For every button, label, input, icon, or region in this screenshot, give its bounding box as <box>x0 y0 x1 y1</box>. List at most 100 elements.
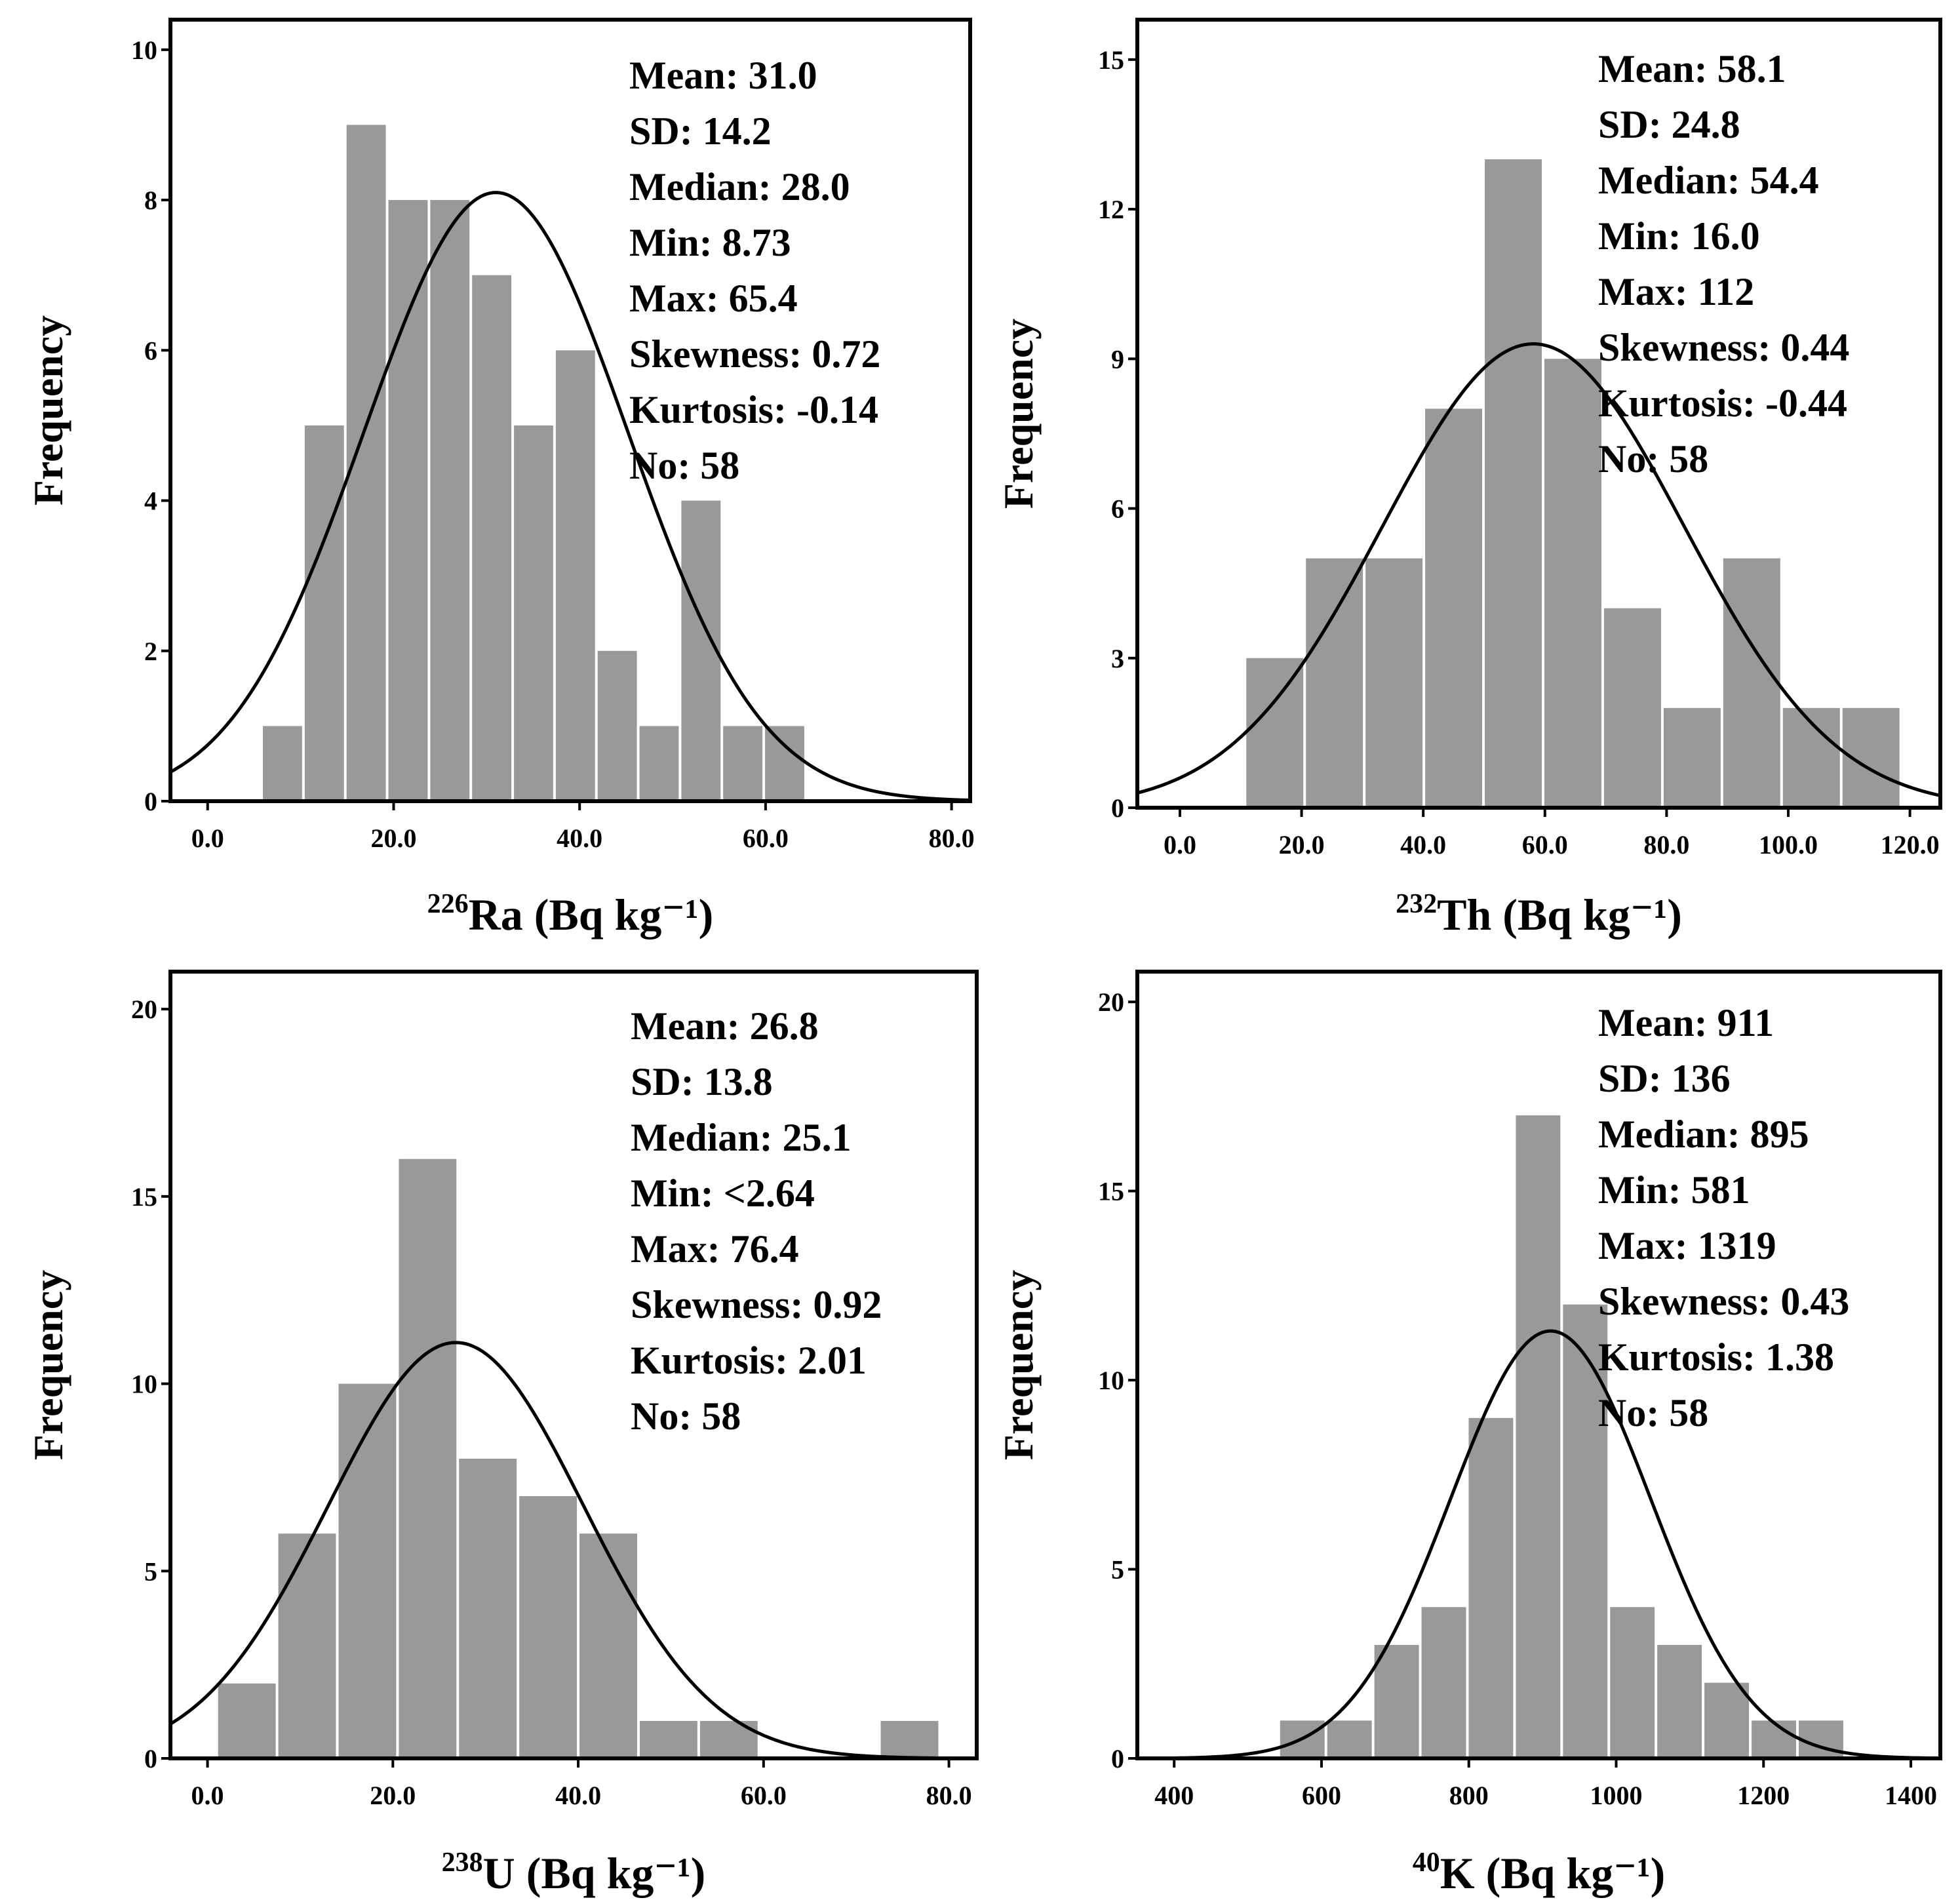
histogram-bar <box>1468 1417 1514 1758</box>
x-tick-label: 40.0 <box>555 1781 601 1810</box>
plot-frame <box>168 970 979 1760</box>
stat-line: Skewness: 0.92 <box>631 1283 882 1326</box>
histogram-bar <box>278 1534 336 1758</box>
x-tick-label: 0.0 <box>1164 830 1196 860</box>
histogram-bar <box>430 200 470 802</box>
x-axis-label-text: K (Bq kg⁻¹) <box>1440 1848 1665 1898</box>
y-tick-label: 5 <box>1111 1555 1124 1585</box>
y-tick-label: 0 <box>1111 1744 1124 1773</box>
histogram-bar <box>555 350 595 801</box>
histogram-panel-u238: 0 5 10 15 20 0.0 20.0 40.0 60.0 80.0 Frequency 238U… <box>25 970 979 1898</box>
stat-line: Kurtosis: 2.01 <box>631 1339 867 1382</box>
stat-line: Skewness: 0.72 <box>629 332 880 376</box>
stat-line: SD: 136 <box>1598 1057 1731 1100</box>
stat-line: SD: 13.8 <box>631 1060 773 1103</box>
stat-line: Min: 8.73 <box>629 221 791 264</box>
x-tick-label: 120.0 <box>1881 830 1940 860</box>
histogram-panel-k40: 0 5 10 15 20 400 600 800 1000 1200 1400 Frequency 40… <box>995 970 1942 1898</box>
isotope-mass-number: 238 <box>442 1848 483 1878</box>
stat-line: Min: 581 <box>1598 1168 1750 1212</box>
x-tick-label: 40.0 <box>557 823 602 853</box>
y-tick-label: 0 <box>144 787 157 816</box>
y-tick-label: 5 <box>144 1556 157 1586</box>
stat-line: No: 58 <box>1598 1391 1708 1435</box>
stat-line: Mean: 31.0 <box>629 54 817 97</box>
histogram-bar <box>1421 1607 1466 1758</box>
histogram-bar <box>1425 408 1483 808</box>
isotope-mass-number: 226 <box>427 889 469 919</box>
stat-line: Median: 54.4 <box>1598 159 1819 202</box>
x-axis-label: 226Ra (Bq kg⁻¹) <box>427 889 714 940</box>
stat-line: Min: <2.64 <box>631 1172 815 1215</box>
stat-line: Mean: 58.1 <box>1598 47 1786 90</box>
histogram-bar <box>1723 558 1780 808</box>
histogram-bar <box>1610 1607 1655 1758</box>
histogram-bar <box>338 1383 397 1758</box>
y-tick-label: 15 <box>1098 1177 1124 1206</box>
x-tick-label: 100.0 <box>1759 830 1818 860</box>
y-tick-label: 10 <box>131 35 157 65</box>
isotope-mass-number: 232 <box>1396 889 1437 919</box>
x-tick-label: 800 <box>1449 1781 1489 1810</box>
x-tick-label: 20.0 <box>1279 830 1325 860</box>
histogram-bar <box>1516 1115 1561 1758</box>
x-axis-label-text: Th (Bq kg⁻¹) <box>1437 890 1682 940</box>
y-tick-label: 6 <box>144 336 157 365</box>
x-tick-label: 1000 <box>1590 1781 1643 1810</box>
normal-curve <box>169 191 971 802</box>
plot-frame <box>168 18 972 803</box>
stat-line: No: 58 <box>629 444 739 487</box>
stat-line: SD: 14.2 <box>629 109 772 153</box>
histogram-bar <box>472 275 512 801</box>
y-tick-label: 10 <box>131 1370 157 1399</box>
y-tick-label: 3 <box>1111 644 1124 673</box>
y-tick-label: 0 <box>144 1744 157 1773</box>
x-axis-label: 238U (Bq kg⁻¹) <box>442 1848 706 1898</box>
y-tick-label: 20 <box>131 995 157 1024</box>
histogram-bar <box>1327 1720 1372 1758</box>
x-tick-label: 400 <box>1154 1781 1194 1810</box>
histogram-bar <box>1603 608 1661 808</box>
y-tick-label: 0 <box>1111 793 1124 823</box>
histogram-bar <box>1544 359 1601 808</box>
histogram-bar <box>597 650 637 801</box>
x-tick-label: 80.0 <box>1643 830 1689 860</box>
y-tick-label: 20 <box>1098 987 1124 1017</box>
x-tick-label: 80.0 <box>926 1781 972 1810</box>
stat-line: Mean: 26.8 <box>631 1004 819 1048</box>
normal-curve <box>169 1341 977 1760</box>
stat-line: Kurtosis: -0.14 <box>629 388 878 431</box>
normal-curve <box>1137 342 1941 797</box>
y-tick-label: 15 <box>1098 45 1124 75</box>
x-axis-label-text: U (Bq kg⁻¹) <box>483 1848 706 1898</box>
stat-line: SD: 24.8 <box>1598 103 1740 146</box>
histogram-bar <box>639 726 679 801</box>
y-tick-label: 6 <box>1111 494 1124 524</box>
histogram-bar <box>263 726 302 801</box>
histogram-bar <box>388 200 428 802</box>
stat-line: Skewness: 0.44 <box>1598 326 1849 369</box>
y-tick-label: 2 <box>144 637 157 666</box>
x-tick-label: 40.0 <box>1400 830 1446 860</box>
stat-line: Min: 16.0 <box>1598 214 1760 258</box>
histogram-bar <box>399 1158 457 1758</box>
y-axis-label: Frequency <box>995 319 1042 509</box>
histogram-bar <box>459 1458 517 1758</box>
stat-line: No: 58 <box>1598 437 1708 481</box>
y-axis-label: Frequency <box>25 315 71 505</box>
x-tick-label: 20.0 <box>370 823 416 853</box>
y-tick-label: 15 <box>131 1182 157 1212</box>
x-tick-label: 1400 <box>1885 1781 1937 1810</box>
histogram-bar <box>519 1496 578 1758</box>
y-tick-label: 9 <box>1111 344 1124 374</box>
stat-line: Skewness: 0.43 <box>1598 1280 1849 1323</box>
x-tick-label: 80.0 <box>929 823 975 853</box>
histogram-bar <box>1374 1644 1419 1758</box>
y-axis-label: Frequency <box>25 1270 71 1460</box>
stat-line: Kurtosis: -0.44 <box>1598 382 1847 425</box>
histogram-bar <box>880 1720 939 1758</box>
histogram-bar <box>1485 159 1542 808</box>
y-tick-label: 4 <box>144 486 157 516</box>
stat-line: No: 58 <box>631 1395 741 1438</box>
